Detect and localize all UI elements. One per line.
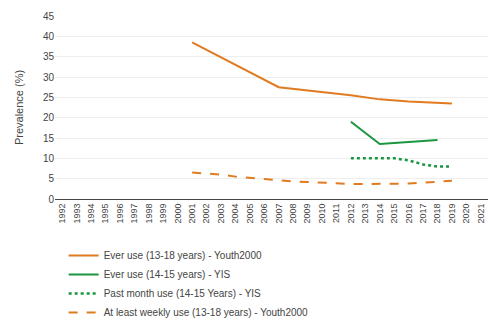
svg-text:25: 25 [43, 92, 55, 103]
svg-text:20: 20 [43, 112, 55, 123]
svg-text:2012: 2012 [346, 204, 356, 224]
svg-text:40: 40 [43, 31, 55, 42]
svg-text:2000: 2000 [173, 204, 183, 224]
svg-text:2007: 2007 [274, 204, 284, 224]
svg-text:15: 15 [43, 133, 55, 144]
svg-text:2008: 2008 [288, 204, 298, 224]
svg-text:2017: 2017 [418, 204, 428, 224]
svg-text:2002: 2002 [201, 204, 211, 224]
svg-text:1998: 1998 [144, 204, 154, 224]
svg-text:2001: 2001 [187, 204, 197, 224]
svg-text:Past month use (14-15 Years) -: Past month use (14-15 Years) - YIS [104, 288, 261, 299]
svg-text:2010: 2010 [317, 204, 327, 224]
svg-text:2020: 2020 [461, 204, 471, 224]
svg-text:45: 45 [43, 11, 55, 22]
svg-text:2006: 2006 [259, 204, 269, 224]
svg-text:Ever use (14-15 years) - YIS: Ever use (14-15 years) - YIS [104, 269, 231, 280]
svg-text:1996: 1996 [115, 204, 125, 224]
svg-text:0: 0 [48, 194, 54, 205]
svg-text:2019: 2019 [447, 204, 457, 224]
svg-text:35: 35 [43, 51, 55, 62]
svg-text:2018: 2018 [432, 204, 442, 224]
svg-text:2014: 2014 [375, 204, 385, 224]
svg-text:2021: 2021 [476, 204, 486, 224]
svg-text:1993: 1993 [72, 204, 82, 224]
svg-text:1992: 1992 [57, 204, 67, 224]
svg-text:1997: 1997 [129, 204, 139, 224]
svg-text:2004: 2004 [230, 204, 240, 224]
svg-text:2011: 2011 [331, 204, 341, 223]
svg-text:1999: 1999 [158, 204, 168, 224]
svg-text:2003: 2003 [216, 204, 226, 224]
svg-text:10: 10 [43, 153, 55, 164]
svg-text:30: 30 [43, 72, 55, 83]
svg-text:1995: 1995 [100, 204, 110, 224]
svg-text:2009: 2009 [303, 204, 313, 224]
svg-text:Prevalence (%): Prevalence (%) [13, 70, 25, 145]
svg-text:Ever use (13-18 years) - Youth: Ever use (13-18 years) - Youth2000 [104, 250, 262, 261]
svg-text:2016: 2016 [404, 204, 414, 224]
svg-text:At least weekly use (13-18 yea: At least weekly use (13-18 years) - Yout… [104, 307, 308, 318]
svg-text:5: 5 [48, 173, 54, 184]
svg-text:2015: 2015 [389, 204, 399, 224]
svg-text:1994: 1994 [86, 204, 96, 224]
svg-text:2013: 2013 [360, 204, 370, 224]
svg-text:2005: 2005 [245, 204, 255, 224]
